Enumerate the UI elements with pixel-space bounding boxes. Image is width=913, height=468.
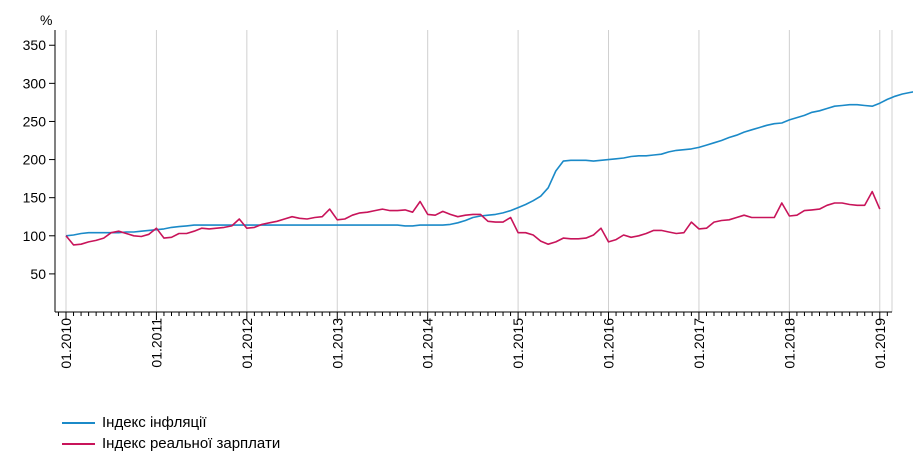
series-lines	[65, 91, 913, 246]
y-axis-unit-label: %	[40, 12, 52, 28]
x-tick-label: 01.2012	[239, 318, 255, 369]
legend-label-real-wage: Індекс реальної зарплати	[102, 435, 281, 452]
x-tick-label: 01.2010	[58, 318, 74, 369]
x-tick-label: 01.2016	[601, 318, 617, 369]
y-tick-label: 350	[23, 37, 47, 53]
legend-item-inflation: Індекс інфляції	[62, 412, 280, 433]
y-tick-label: 100	[23, 228, 47, 244]
x-tick-label: 01.2013	[329, 318, 345, 369]
legend-line-real-wage	[62, 442, 95, 445]
y-tick-label: 200	[23, 152, 47, 168]
x-tick-label: 01.2015	[510, 318, 526, 369]
y-tick-label: 150	[23, 190, 47, 206]
series-line-real-wage	[65, 190, 881, 246]
x-tick-label: 01.2018	[781, 318, 797, 369]
grid-lines	[65, 30, 893, 312]
x-tick-label: 01.2014	[420, 318, 436, 369]
axes	[49, 30, 892, 320]
legend-label-inflation: Індекс інфляції	[102, 414, 207, 431]
legend-line-inflation	[62, 421, 95, 424]
x-tick-label: 01.2019	[872, 318, 888, 369]
series-line-inflation	[65, 91, 913, 237]
x-tick-label: 01.2017	[691, 318, 707, 369]
legend-item-real-wage: Індекс реальної зарплати	[62, 433, 280, 454]
y-tick-label: 300	[23, 75, 47, 91]
x-tick-label: 01.2011	[148, 318, 164, 368]
legend: Індекс інфляції Індекс реальної зарплати	[62, 412, 280, 454]
y-tick-labels: 50 100 150 200 250 300 350	[23, 37, 47, 282]
y-tick-label: 250	[23, 113, 47, 129]
x-tick-labels: 01.2010 01.2011 01.2012 01.2013 01.2014 01.20…	[58, 318, 888, 369]
y-tick-label: 50	[30, 266, 46, 282]
